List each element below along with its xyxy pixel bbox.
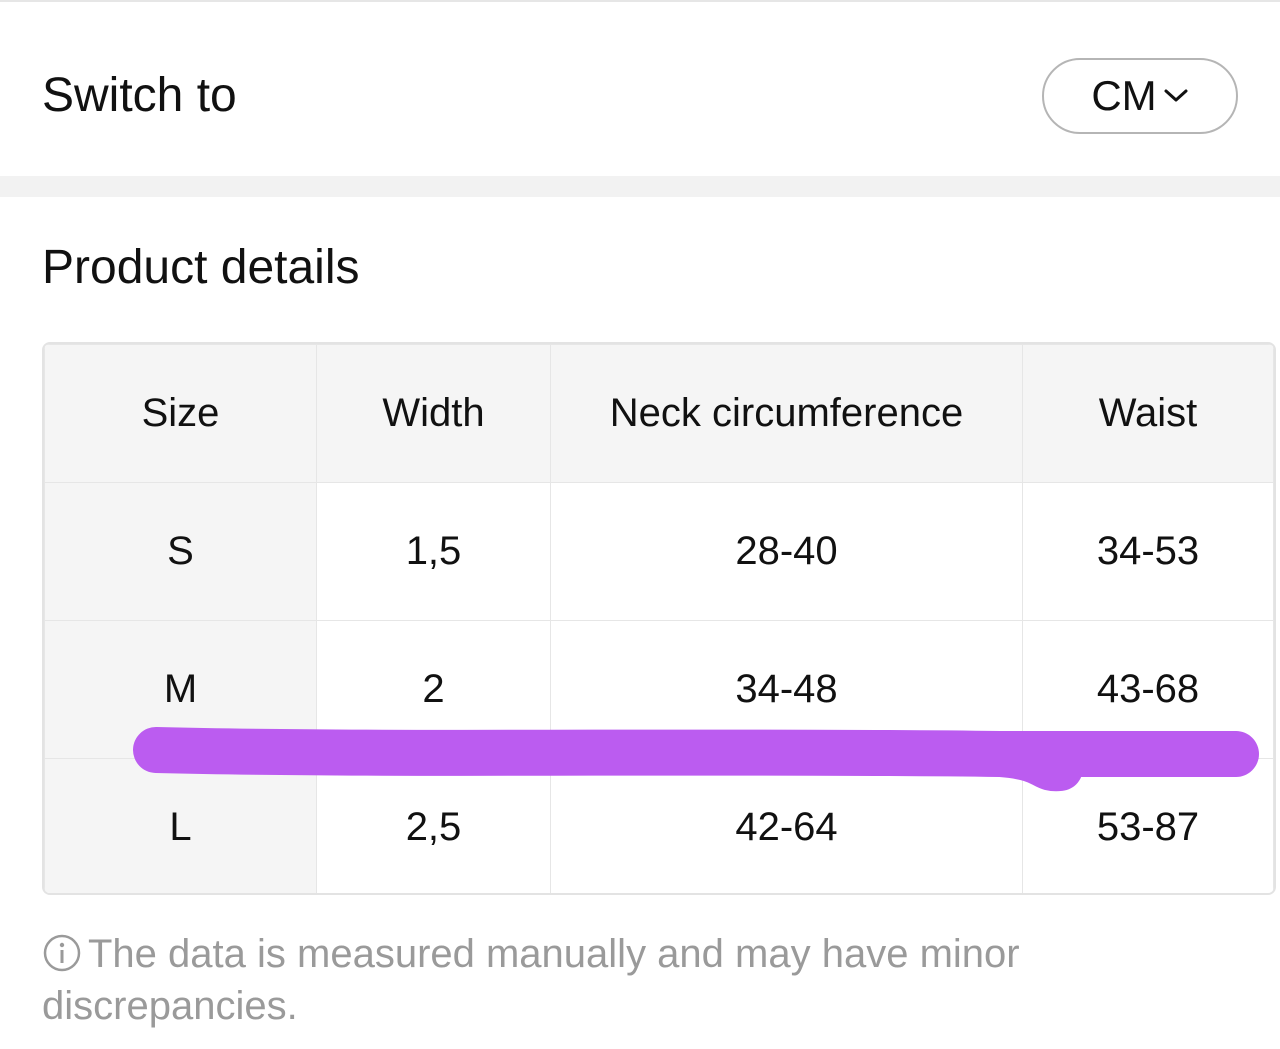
table-cell: 42-64 [550, 758, 1023, 893]
section-title: Product details [42, 241, 360, 294]
unit-selector[interactable]: CM [1042, 58, 1238, 134]
unit-text: CM [1091, 72, 1157, 119]
column-header: Neck circumference [550, 344, 1023, 483]
table-cell: L [44, 758, 317, 893]
switch-label: Switch to [42, 69, 237, 122]
column-header: Width [316, 344, 551, 483]
table-cell: 1,5 [316, 482, 551, 621]
note-text: The data is measured manually and may ha… [42, 932, 1020, 1028]
table-cell: 34-48 [550, 620, 1023, 759]
table-cell: 2 [316, 620, 551, 759]
table-row: S 1,5 28-40 34-53 [44, 482, 1274, 621]
table-cell: 43-68 [1022, 620, 1274, 759]
size-table: Size Width Neck circumference Waist S 1,5… [42, 342, 1276, 895]
table-cell: 28-40 [550, 482, 1023, 621]
table-row: L 2,5 42-64 53-87 [44, 758, 1274, 893]
table-cell: 53-87 [1022, 758, 1274, 893]
column-header: Size [44, 344, 317, 483]
table: Size Width Neck circumference Waist S 1,5… [44, 344, 1274, 893]
table-cell: 34-53 [1022, 482, 1274, 621]
divider [0, 0, 1280, 2]
note: The data is measured manually and may ha… [42, 928, 1142, 1032]
info-icon [43, 934, 81, 972]
header-row: Size Width Neck circumference Waist [44, 344, 1274, 483]
chevron-icon [1164, 89, 1188, 102]
column-header: Waist [1022, 344, 1274, 483]
table-cell: M [44, 620, 317, 759]
separator-band [0, 176, 1280, 197]
table-cell: S [44, 482, 317, 621]
table-row: M 2 34-48 43-68 [44, 620, 1274, 759]
table-cell: 2,5 [316, 758, 551, 893]
